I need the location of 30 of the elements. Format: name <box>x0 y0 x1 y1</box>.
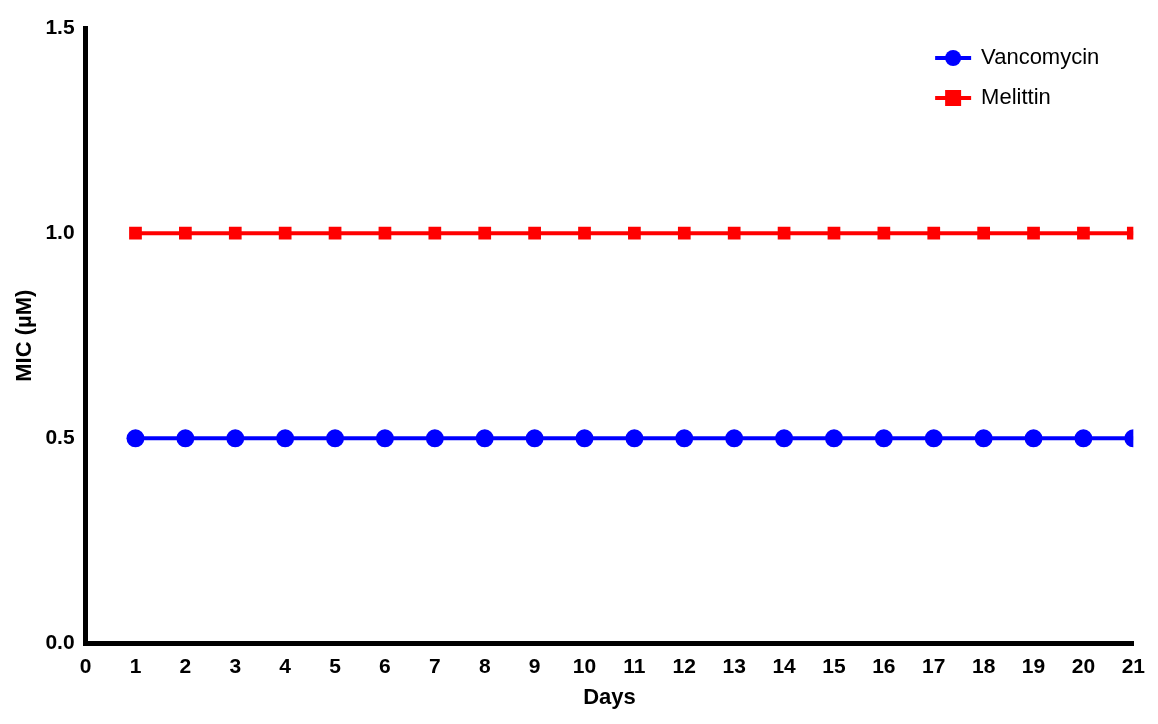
legend-label: Vancomycin <box>981 44 1100 70</box>
x-tick-label: 10 <box>572 653 597 677</box>
x-tick-label: 21 <box>1121 653 1146 677</box>
x-tick-label: 4 <box>279 653 292 677</box>
y-tick-label: 1.0 <box>45 219 75 243</box>
y-tick-label: 1.5 <box>45 14 75 38</box>
x-tick-label: 20 <box>1071 653 1096 677</box>
x-tick-label: 17 <box>922 653 946 677</box>
y-tick-label: 0.5 <box>45 425 75 449</box>
x-tick-label: 8 <box>478 653 491 677</box>
x-tick-label: 9 <box>528 653 541 677</box>
x-tick-label: 15 <box>822 653 846 677</box>
x-tick-label: 1 <box>129 653 142 677</box>
x-tick-label: 0 <box>79 653 92 677</box>
x-tick-label: 13 <box>722 653 746 677</box>
y-tick-label: 0.0 <box>45 630 75 654</box>
legend-label: Melittin <box>981 84 1051 110</box>
x-tick-label: 18 <box>971 653 996 677</box>
x-axis-title: Days <box>583 683 636 709</box>
x-tick-label: 19 <box>1021 653 1046 677</box>
y-axis-title: MIC (µM) <box>11 289 37 382</box>
x-tick-label: 11 <box>623 653 646 677</box>
x-tick-label: 12 <box>672 653 696 677</box>
x-tick-label: 7 <box>428 653 441 677</box>
x-tick-label: 6 <box>379 653 391 677</box>
x-tick-label: 5 <box>329 653 342 677</box>
x-tick-label: 14 <box>772 653 797 677</box>
x-tick-label: 2 <box>179 653 192 677</box>
x-tick-label: 16 <box>872 653 896 677</box>
x-tick-label: 3 <box>229 653 242 677</box>
